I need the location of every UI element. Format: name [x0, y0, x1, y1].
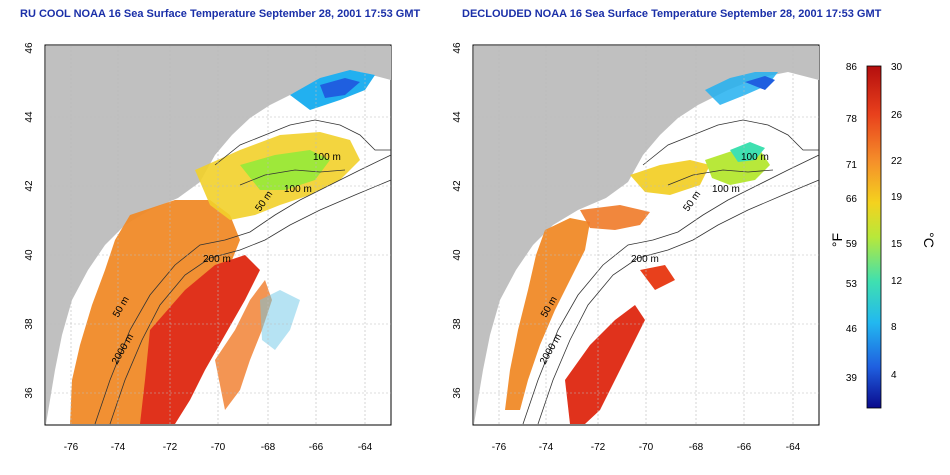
- c-tick-label: 4: [891, 370, 897, 381]
- lat-tick-label: 40: [452, 249, 463, 261]
- c-tick-label: 8: [891, 322, 897, 333]
- celsius-ticks: 30 26 22 19 15 12 8 4: [891, 62, 903, 381]
- right-grid: [474, 46, 819, 424]
- left-grid: [46, 46, 391, 424]
- f-tick-label: 53: [846, 279, 858, 290]
- lat-tick-label: 36: [24, 387, 35, 399]
- lat-tick-label: 42: [24, 180, 35, 192]
- lon-tick-label: -70: [639, 442, 654, 453]
- lat-tick-label: 44: [452, 111, 463, 123]
- lat-tick-label: 40: [24, 249, 35, 261]
- colorbar-gradient: [866, 65, 882, 409]
- f-tick-label: 78: [846, 114, 858, 125]
- contour-label: 200 m: [203, 254, 231, 265]
- colorbar: 86 78 71 66 59 53 46 39 30 26 22 19 15 1…: [829, 62, 937, 409]
- contour-label: 100 m: [741, 152, 769, 163]
- c-tick-label: 22: [891, 156, 903, 167]
- right-y-axis: 36 38 40 42 44 46: [452, 42, 463, 399]
- left-map-title: RU COOL NOAA 16 Sea Surface Temperature …: [20, 8, 421, 20]
- f-tick-label: 59: [846, 239, 858, 250]
- left-land: [46, 46, 391, 424]
- f-tick-label: 66: [846, 194, 858, 205]
- right-map-title: DECLOUDED NOAA 16 Sea Surface Temperatur…: [462, 8, 882, 20]
- contour-label: 200 m: [631, 254, 659, 265]
- right-bathymetry-contours: [522, 119, 820, 425]
- right-land: [474, 46, 819, 424]
- lat-tick-label: 38: [452, 318, 463, 330]
- lon-tick-label: -76: [64, 442, 79, 453]
- right-x-axis: -76 -74 -72 -70 -68 -66 -64: [492, 442, 801, 453]
- left-sst-field: [70, 70, 375, 424]
- right-map-panel: 100 m 100 m 50 m 200 m 50 m 2000 m -76 -…: [452, 42, 820, 453]
- lat-tick-label: 38: [24, 318, 35, 330]
- lat-tick-label: 42: [452, 180, 463, 192]
- f-tick-label: 46: [846, 324, 858, 335]
- lon-tick-label: -72: [591, 442, 606, 453]
- c-tick-label: 30: [891, 62, 903, 73]
- lon-tick-label: -70: [211, 442, 226, 453]
- lon-tick-label: -72: [163, 442, 178, 453]
- c-tick-label: 19: [891, 192, 903, 203]
- f-tick-label: 71: [846, 160, 858, 171]
- f-tick-label: 39: [846, 373, 858, 384]
- left-map-panel: 100 m 100 m 50 m 200 m 50 m 2000 m -76 -…: [24, 42, 392, 453]
- fahrenheit-label: °F: [829, 233, 845, 247]
- c-tick-label: 12: [891, 276, 903, 287]
- f-tick-label: 86: [846, 62, 858, 73]
- contour-label: 100 m: [712, 184, 740, 195]
- lon-tick-label: -74: [539, 442, 554, 453]
- lon-tick-label: -68: [261, 442, 276, 453]
- lat-tick-label: 46: [452, 42, 463, 54]
- lon-tick-label: -74: [111, 442, 126, 453]
- c-tick-label: 26: [891, 110, 903, 121]
- contour-label: 100 m: [284, 184, 312, 195]
- lon-tick-label: -76: [492, 442, 507, 453]
- lon-tick-label: -66: [309, 442, 324, 453]
- left-bathymetry-contours: [94, 119, 392, 425]
- lat-tick-label: 44: [24, 111, 35, 123]
- fahrenheit-ticks: 86 78 71 66 59 53 46 39: [846, 62, 858, 384]
- contour-label: 100 m: [313, 152, 341, 163]
- lon-tick-label: -64: [358, 442, 373, 453]
- lat-tick-label: 46: [24, 42, 35, 54]
- left-x-axis: -76 -74 -72 -70 -68 -66 -64: [64, 442, 373, 453]
- lon-tick-label: -68: [689, 442, 704, 453]
- c-tick-label: 15: [891, 239, 903, 250]
- lat-tick-label: 36: [452, 387, 463, 399]
- lon-tick-label: -66: [737, 442, 752, 453]
- lon-tick-label: -64: [786, 442, 801, 453]
- left-y-axis: 36 38 40 42 44 46: [24, 42, 35, 399]
- celsius-label: °C: [921, 232, 937, 248]
